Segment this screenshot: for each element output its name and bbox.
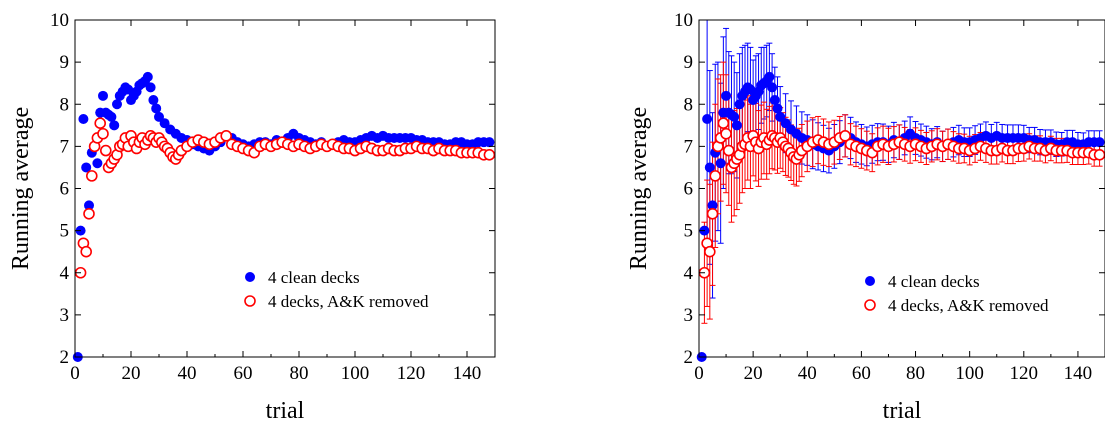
x-tick-label: 80 [290, 363, 309, 384]
legend-marker [244, 295, 256, 307]
data-point [704, 245, 716, 258]
data-point [722, 144, 735, 157]
data-point [704, 162, 715, 173]
data-point [1093, 149, 1105, 161]
data-point [83, 207, 95, 220]
data-point [772, 103, 783, 114]
legend-label: 4 clean decks [888, 272, 980, 291]
x-tick-label: 140 [453, 363, 482, 384]
data-point [80, 245, 92, 258]
legend-marker [245, 272, 255, 282]
data-point [764, 71, 775, 82]
data-point [145, 82, 156, 93]
data-point [148, 95, 159, 106]
series-1-points [698, 117, 1105, 279]
data-point [769, 95, 780, 106]
data-point [720, 127, 732, 140]
legend-marker [865, 276, 875, 286]
x-tick-label: 0 [694, 363, 704, 384]
scatter-chart-right: 0 20 40 60 80 100 120 140 2 3 4 5 6 7 8 9 10 trial Running… [626, 10, 1105, 424]
y-tick-label: 10 [50, 10, 69, 31]
x-tick-label: 120 [1010, 363, 1039, 384]
data-point [702, 113, 713, 124]
x-tick-label: 80 [906, 363, 925, 384]
data-point [734, 99, 745, 110]
scatter-chart-left: 0 20 40 60 80 100 120 140 2 3 4 5 6 7 8 9 10 trial Running… [8, 10, 496, 424]
x-tick-label: 40 [178, 363, 197, 384]
y-tick-label: 4 [60, 263, 70, 284]
data-point [78, 113, 89, 124]
data-point [721, 90, 732, 101]
data-point [706, 207, 719, 220]
data-point [81, 162, 92, 173]
data-point [109, 120, 120, 131]
legend: 4 clean decks 4 decks, A&K removed [244, 268, 429, 311]
legend-marker [864, 299, 876, 311]
data-point [709, 170, 722, 182]
y-tick-label: 2 [60, 347, 70, 368]
y-tick-label: 9 [60, 52, 70, 73]
data-point [731, 120, 742, 131]
data-point [84, 200, 94, 211]
legend-label: 4 decks, A&K removed [268, 292, 429, 311]
data-point [767, 82, 778, 93]
y-tick-label: 5 [60, 221, 70, 242]
x-tick-label: 40 [798, 363, 817, 384]
data-point [106, 111, 117, 122]
x-axis-title: trial [883, 398, 922, 424]
y-tick-label: 8 [684, 94, 694, 115]
series-0-points [696, 71, 1105, 362]
y-tick-label: 8 [60, 94, 70, 115]
x-tick-label: 20 [122, 363, 141, 384]
legend: 4 clean decks 4 decks, A&K removed [864, 272, 1049, 315]
data-point [839, 130, 851, 142]
y-tick-label: 7 [684, 136, 694, 157]
y-tick-label: 5 [684, 221, 694, 242]
data-point [484, 137, 495, 148]
x-tick-label: 20 [744, 363, 763, 384]
series-0-points [72, 71, 495, 362]
data-point [715, 158, 726, 169]
x-tick-label: 0 [70, 363, 80, 384]
y-tick-label: 9 [684, 52, 694, 73]
data-point [98, 90, 108, 101]
series-1-points [74, 117, 496, 279]
y-tick-label: 3 [60, 305, 70, 326]
legend-label: 4 decks, A&K removed [888, 296, 1049, 315]
y-tick-label: 2 [684, 347, 694, 368]
data-point [220, 130, 232, 142]
x-tick-label: 120 [397, 363, 426, 384]
x-tick-label: 60 [852, 363, 871, 384]
x-tick-label: 60 [234, 363, 253, 384]
y-tick-label: 6 [60, 179, 70, 200]
data-point [92, 158, 103, 169]
x-tick-label: 100 [341, 363, 370, 384]
chart-panel-right: 0 20 40 60 80 100 120 140 2 3 4 5 6 7 8 9 10 trial Running… [620, 0, 1105, 427]
y-tick-label: 4 [684, 263, 694, 284]
data-point [483, 149, 496, 161]
y-tick-label: 7 [60, 136, 70, 157]
y-tick-label: 3 [684, 305, 694, 326]
x-tick-label: 100 [955, 363, 984, 384]
chart-panel-left: 0 20 40 60 80 100 120 140 2 3 4 5 6 7 8 9 10 trial Running… [0, 0, 540, 427]
y-axis-title: Running average [8, 107, 34, 270]
data-point [100, 144, 112, 157]
data-point [151, 103, 162, 114]
y-axis-title: Running average [626, 107, 652, 270]
data-point [97, 127, 109, 140]
y-tick-label: 10 [674, 10, 693, 31]
data-point [1094, 137, 1105, 148]
x-tick-label: 140 [1064, 363, 1093, 384]
data-point [142, 71, 153, 82]
data-point [717, 117, 730, 130]
x-axis-title: trial [266, 398, 305, 424]
y-tick-label: 6 [684, 179, 694, 200]
data-point [86, 170, 98, 182]
data-point [94, 117, 106, 130]
legend-label: 4 clean decks [268, 268, 360, 287]
data-point [729, 111, 740, 122]
data-point [112, 99, 122, 110]
data-point [707, 200, 718, 211]
